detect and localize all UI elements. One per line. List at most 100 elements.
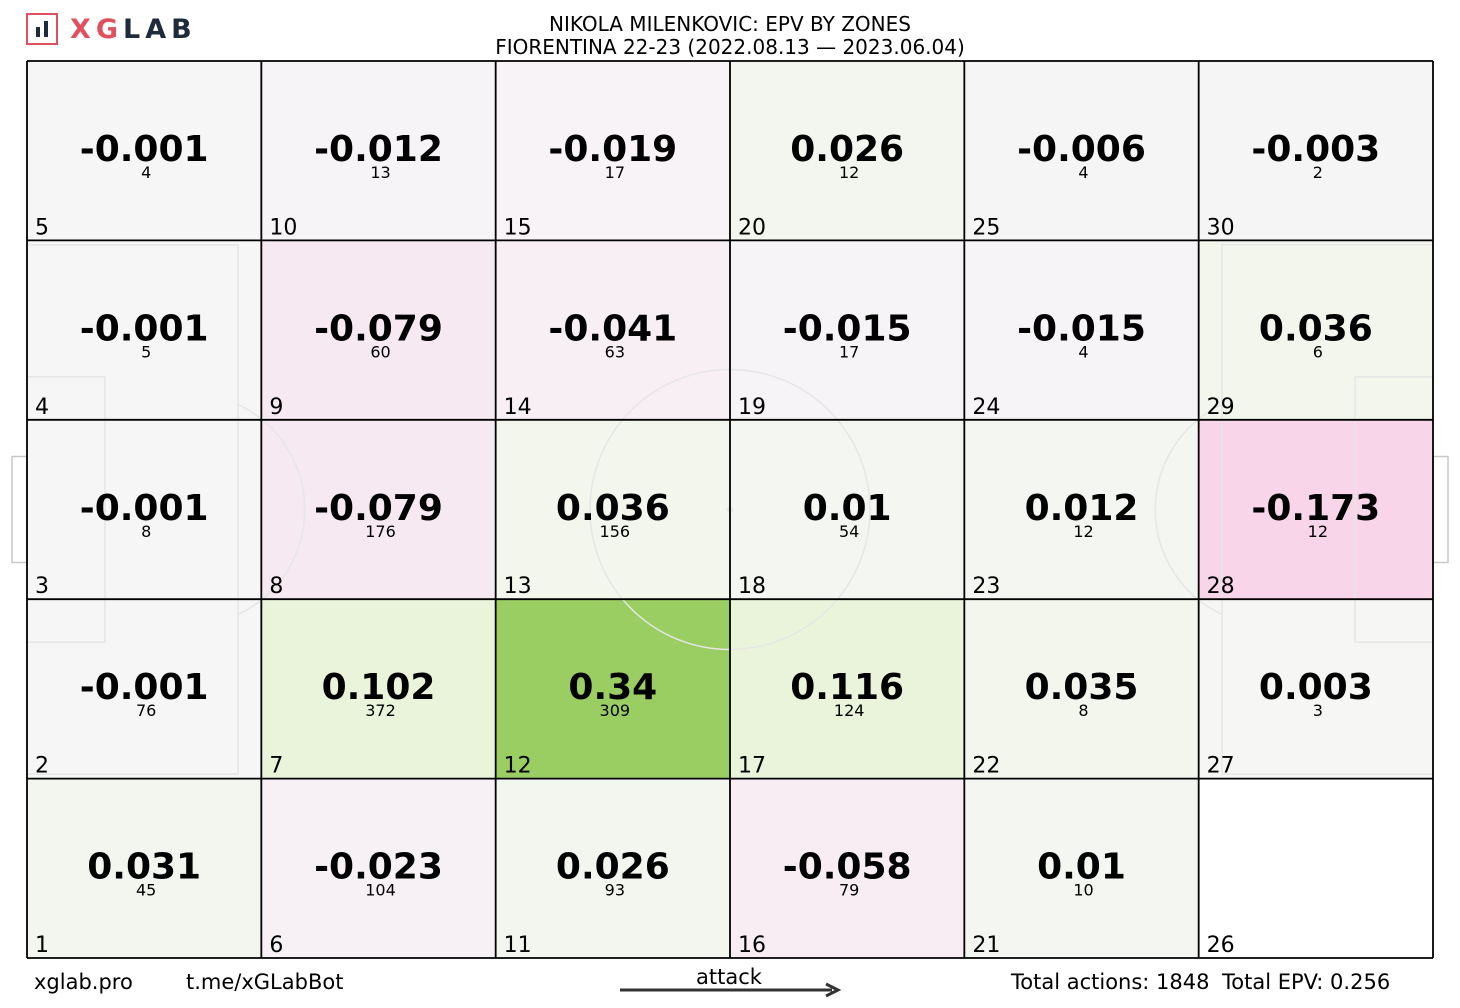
- zone-cell: [261, 778, 496, 958]
- zone-number-label: 15: [504, 215, 532, 240]
- zone-epv-value: 0.003: [1259, 667, 1373, 708]
- right-penalty-arc: [1154, 403, 1223, 616]
- zone-epv-value: -0.058: [783, 847, 912, 888]
- zone-number-label: 7: [269, 754, 283, 779]
- zone-action-count: 4: [1078, 163, 1088, 182]
- zone-cell: [495, 419, 730, 600]
- zone-cell: [495, 240, 730, 420]
- zone-epv-value: -0.015: [1017, 308, 1146, 349]
- zone-cell: [27, 419, 262, 600]
- zone-epv-value: 0.34: [568, 667, 657, 708]
- zone-epv-value: 0.026: [556, 847, 670, 888]
- zone-epv-value: 0.036: [1259, 308, 1373, 349]
- zone-cell: [261, 599, 496, 779]
- logo-bar-chart-icon: [26, 13, 58, 45]
- zone-action-count: 309: [600, 701, 631, 720]
- total-epv-text: Total EPV: 0.256: [1222, 970, 1391, 994]
- zone-number-label: 14: [504, 395, 532, 420]
- zone-epv-value: -0.041: [548, 308, 677, 349]
- zone-cell: [1198, 599, 1433, 779]
- zone-epv-value: -0.015: [783, 308, 912, 349]
- logo-text-xg: XG: [70, 13, 123, 45]
- zone-number-label: 4: [35, 395, 49, 420]
- left-goal: [11, 455, 28, 564]
- zone-number-label: 16: [738, 933, 766, 958]
- zone-cell: [964, 778, 1199, 958]
- zone-number-label: 1: [35, 933, 49, 958]
- zone-action-count: 76: [136, 701, 156, 720]
- zone-number-label: 18: [738, 574, 766, 599]
- zone-action-count: 60: [370, 342, 390, 361]
- logo-text: XGLAB: [70, 14, 197, 45]
- zone-action-count: 79: [839, 881, 859, 900]
- left-penalty-arc: [237, 403, 306, 616]
- zone-number-label: 19: [738, 395, 766, 420]
- zone-action-count: 104: [365, 881, 396, 900]
- zone-epv-value: 0.026: [790, 129, 904, 170]
- zone-action-count: 176: [365, 522, 396, 541]
- right-goal: [1432, 455, 1449, 564]
- zone-number-label: 20: [738, 215, 766, 240]
- footer-bot-link[interactable]: t.me/xGLabBot: [186, 970, 344, 994]
- zone-number-label: 24: [972, 395, 1000, 420]
- zone-cell: [1198, 240, 1433, 420]
- zone-cell: [730, 61, 965, 241]
- chart-subtitle: FIORENTINA 22-23 (2022.08.13 — 2023.06.0…: [495, 35, 965, 59]
- footer-site-link[interactable]: xglab.pro: [34, 970, 133, 994]
- zone-epv-value: 0.116: [790, 667, 904, 708]
- zone-epv-value: -0.001: [80, 129, 209, 170]
- zone-number-label: 11: [504, 933, 532, 958]
- zone-number-label: 13: [504, 574, 532, 599]
- total-actions-text: Total actions: 1848: [1011, 970, 1210, 994]
- zone-action-count: 45: [136, 881, 156, 900]
- zone-cell: [964, 240, 1199, 420]
- zone-action-count: 4: [141, 163, 151, 182]
- zone-number-label: 21: [972, 933, 1000, 958]
- chart-title: NIKOLA MILENKOVIC: EPV BY ZONES: [549, 12, 911, 36]
- zone-epv-value: -0.001: [80, 488, 209, 529]
- zone-action-count: 12: [839, 163, 859, 182]
- zone-action-count: 93: [605, 881, 625, 900]
- zone-cell: [1198, 419, 1433, 600]
- zone-epv-value: -0.019: [548, 129, 677, 170]
- zone-action-count: 3: [1313, 701, 1323, 720]
- zone-cell: [27, 778, 262, 958]
- attack-arrow-icon: [825, 982, 842, 998]
- zone-number-label: 2: [35, 754, 49, 779]
- zone-cell: [27, 599, 262, 779]
- zone-epv-value: -0.023: [314, 847, 443, 888]
- zone-cell: [261, 240, 496, 420]
- zone-cell: [27, 240, 262, 420]
- zone-action-count: 124: [834, 701, 865, 720]
- zone-number-label: 9: [269, 395, 283, 420]
- zone-epv-value: 0.031: [87, 847, 201, 888]
- zone-cell: [964, 599, 1199, 779]
- zone-number-label: 5: [35, 215, 49, 240]
- zone-cell: [261, 61, 496, 241]
- xglab-logo: XGLAB: [26, 11, 197, 47]
- zone-cell: [730, 599, 965, 779]
- zone-cell: [964, 61, 1199, 241]
- zone-number-label: 23: [972, 574, 1000, 599]
- zone-cell: [730, 778, 965, 958]
- zone-number-label: 27: [1207, 754, 1235, 779]
- zone-action-count: 10: [1073, 881, 1093, 900]
- zone-action-count: 4: [1078, 342, 1088, 361]
- zone-cell: [261, 419, 496, 600]
- zone-cell: [495, 599, 730, 779]
- zone-epv-value: -0.006: [1017, 129, 1146, 170]
- zone-action-count: 13: [370, 163, 390, 182]
- zone-action-count: 54: [839, 522, 859, 541]
- logo-text-lab: LAB: [122, 13, 197, 45]
- chart-title-block: NIKOLA MILENKOVIC: EPV BY ZONES FIORENTI…: [0, 13, 1460, 59]
- zone-cell: [1198, 61, 1433, 241]
- zone-number-label: 3: [35, 574, 49, 599]
- zone-action-count: 6: [1313, 342, 1323, 361]
- zone-number-label: 12: [504, 754, 532, 779]
- zone-action-count: 8: [141, 522, 151, 541]
- zone-action-count: 5: [141, 342, 151, 361]
- zone-cell: [27, 61, 262, 241]
- zone-action-count: 8: [1078, 701, 1088, 720]
- zone-cell: [730, 419, 965, 600]
